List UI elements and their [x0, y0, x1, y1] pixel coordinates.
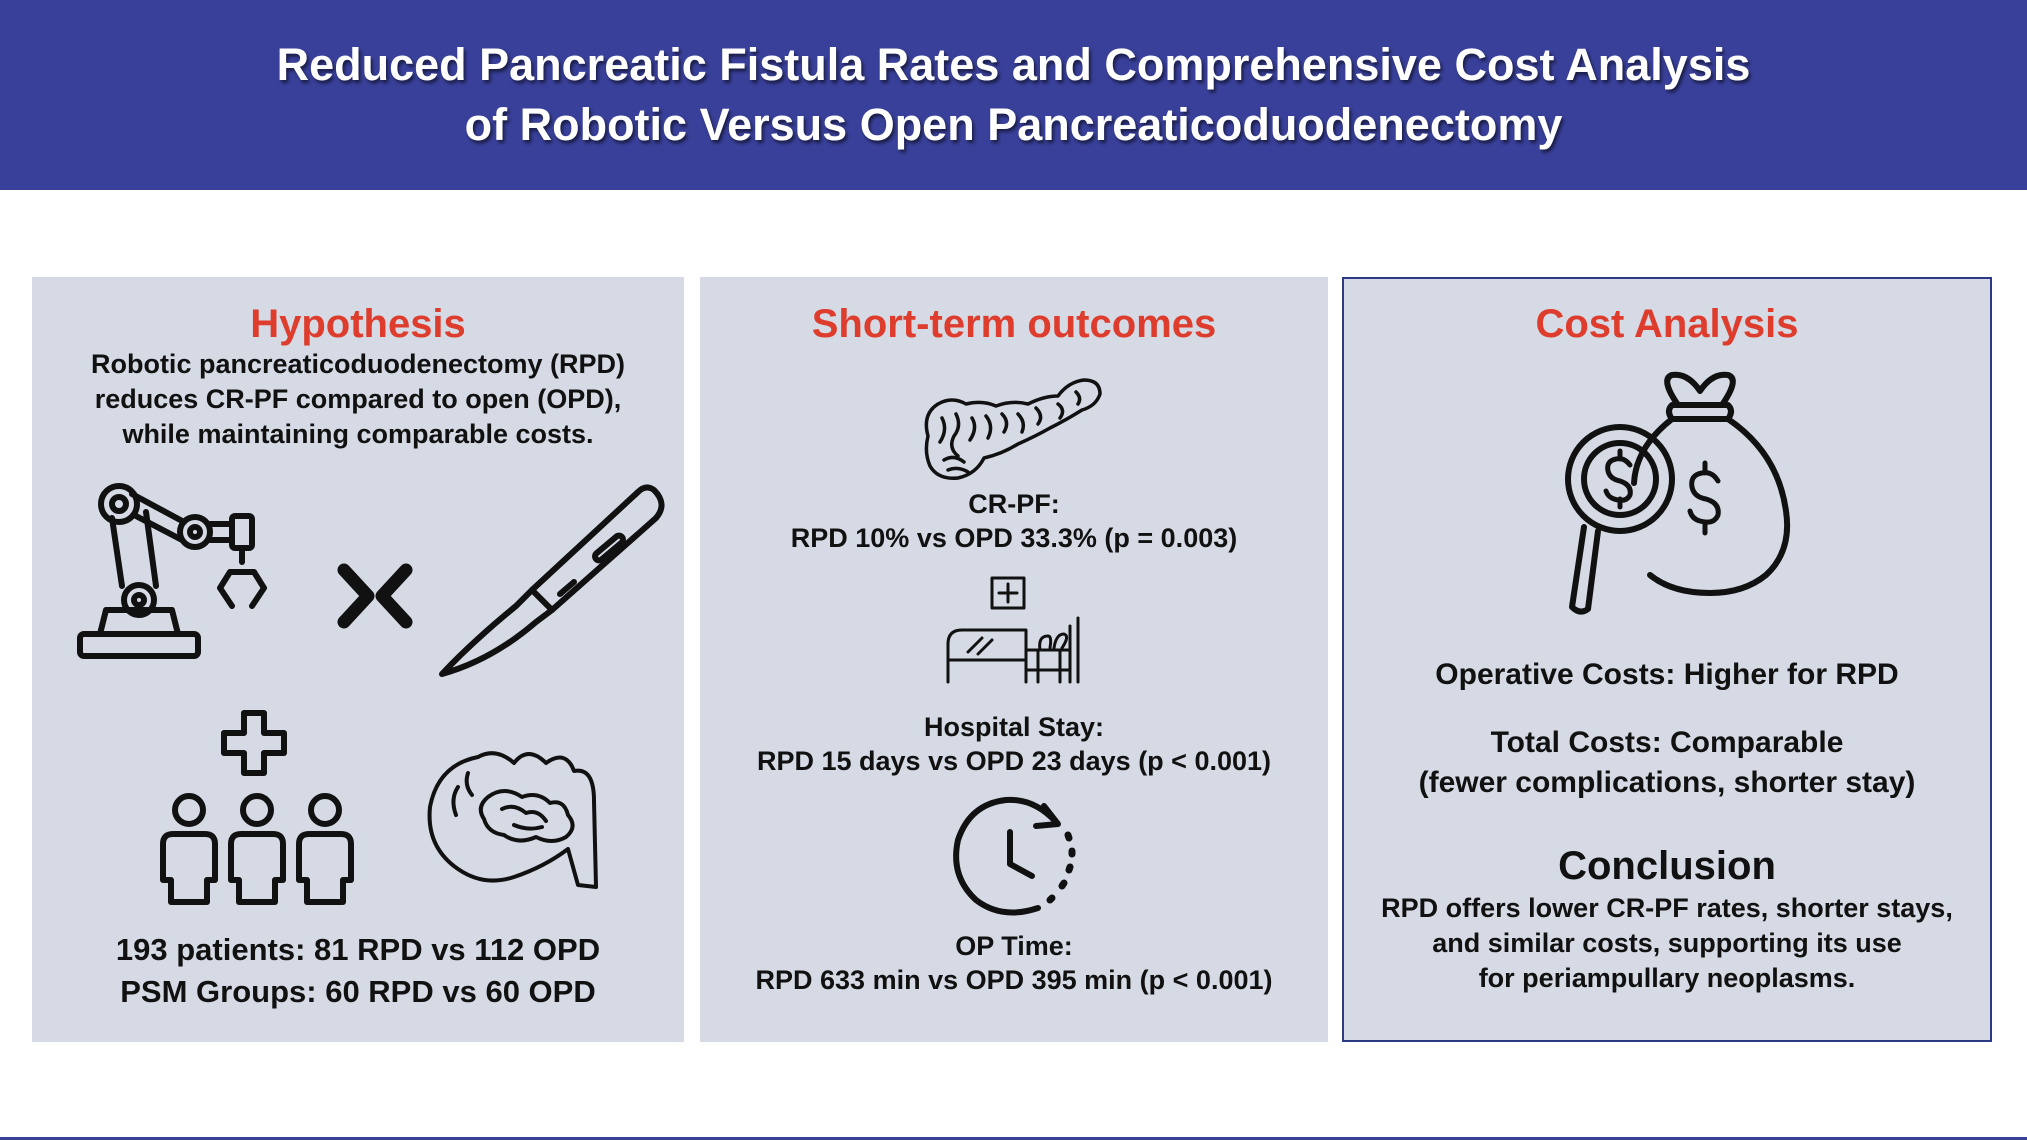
main-title-line-2: of Robotic Versus Open Pancreaticoduoden…: [464, 99, 1563, 150]
crpf-label: CR-PF:: [968, 489, 1060, 519]
patients-group-icon: [157, 792, 357, 907]
crpf-value: RPD 10% vs OPD 33.3% (p = 0.003): [790, 523, 1238, 553]
hypothesis-text-line-3: while maintaining comparable costs.: [122, 419, 594, 449]
hypothesis-text-line-2: reduces CR-PF compared to open (OPD),: [94, 384, 622, 414]
conclusion-line-1: RPD offers lower CR-PF rates, shorter st…: [1381, 893, 1953, 923]
hypothesis-text-line-1: Robotic pancreaticoduodenectomy (RPD): [90, 349, 626, 379]
money-bag-magnifier-icon: [1560, 371, 1800, 621]
op-time-value: RPD 633 min vs OPD 395 min (p < 0.001): [755, 965, 1273, 995]
clock-icon: [948, 792, 1078, 922]
scalpel-icon: [432, 482, 672, 682]
total-costs-note: (fewer complications, shorter stay): [1418, 766, 1916, 799]
op-time-label: OP Time:: [955, 931, 1073, 961]
hypothesis-title: Hypothesis: [250, 302, 466, 346]
conclusion-title: Conclusion: [1558, 844, 1776, 888]
cost-analysis-panel: Cost Analysis Operative Costs: Higher fo…: [1342, 277, 1992, 1042]
patients-count: 193 patients: 81 RPD vs 112 OPD: [115, 932, 601, 967]
hospital-bed-icon: [944, 574, 1084, 684]
cost-analysis-title: Cost Analysis: [1535, 302, 1799, 346]
robotic-arm-icon: [72, 482, 322, 662]
hypothesis-panel: Hypothesis Robotic pancreaticoduodenecto…: [32, 277, 684, 1042]
conclusion-line-3: for periampullary neoplasms.: [1478, 963, 1856, 993]
psm-groups: PSM Groups: 60 RPD vs 60 OPD: [120, 974, 596, 1009]
title-banner: Reduced Pancreatic Fistula Rates and Com…: [0, 0, 2027, 190]
pancreas-icon: [918, 374, 1104, 484]
conclusion-line-2: and similar costs, supporting its use: [1432, 928, 1902, 958]
outcomes-panel: Short-term outcomes CR-PF: RPD 10% vs OP…: [700, 277, 1328, 1042]
versus-icon: [336, 562, 414, 630]
total-costs: Total Costs: Comparable: [1490, 726, 1844, 759]
medical-cross-icon: [220, 709, 288, 777]
outcomes-title: Short-term outcomes: [811, 302, 1217, 346]
operative-costs: Operative Costs: Higher for RPD: [1435, 658, 1899, 691]
hospital-stay-label: Hospital Stay:: [923, 712, 1105, 742]
pancreas-duodenum-icon: [418, 737, 618, 897]
hospital-stay-value: RPD 15 days vs OPD 23 days (p < 0.001): [756, 746, 1271, 776]
bottom-divider: [0, 1137, 2027, 1140]
main-title-line-1: Reduced Pancreatic Fistula Rates and Com…: [276, 39, 1751, 90]
